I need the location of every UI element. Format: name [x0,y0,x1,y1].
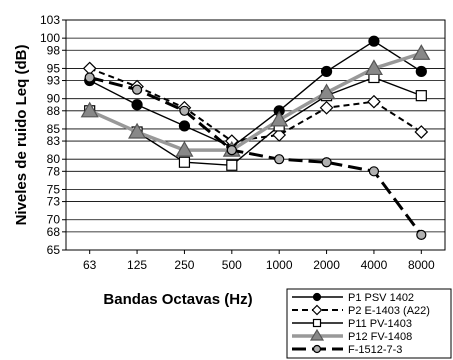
legend-label: P2 E-1403 (A22) [348,305,430,317]
y-tick-label: 90 [47,92,61,106]
legend-item: P1 PSV 1402 [292,292,414,304]
y-tick-label: 78 [47,164,61,178]
y-tick-label: 93 [47,74,61,88]
chart-series [80,35,431,240]
data-point [84,72,95,83]
y-tick-label: 75 [47,182,61,196]
series-group [84,72,427,240]
data-point [274,154,285,165]
x-tick-label: 1000 [266,258,293,272]
data-point [415,90,427,102]
data-point [226,159,238,171]
data-point [312,344,322,354]
plot-area [65,19,446,251]
legend-item: P11 PV-1403 [292,318,412,330]
data-point [131,99,143,111]
data-point [178,120,191,132]
y-tick-label: 68 [47,225,61,239]
series-line [89,76,423,236]
series-line [89,40,422,148]
legend-label: P12 FV-1408 [348,331,412,343]
data-point [364,59,383,76]
data-point [415,65,427,78]
y-tick-label: 80 [47,152,61,166]
legend-item: P2 E-1403 (A22) [292,304,430,317]
x-tick-label: 125 [127,258,147,272]
legend-label: P1 PSV 1402 [348,292,414,304]
x-tick-label: 63 [83,258,97,272]
data-point [226,145,237,156]
data-point [178,156,191,168]
data-point [179,105,190,116]
x-axis-title: Bandas Octavas (Hz) [103,291,252,308]
legend-item: F-1512-7-3 [292,344,402,356]
y-tick-label: 83 [47,134,61,148]
data-point [367,94,381,109]
y-axis-title: Niveles de ruido Leq (dB) [13,45,30,226]
series-line [89,67,422,143]
y-tick-label: 98 [47,43,61,57]
data-point [312,318,322,328]
y-tick-label: 100 [40,31,60,45]
y-tick-label: 88 [47,104,61,118]
legend-label: P11 PV-1403 [348,318,412,330]
data-point [414,125,429,139]
data-point [412,44,431,60]
data-point [416,229,427,240]
x-tick-label: 2000 [313,258,340,272]
x-tick-label: 4000 [361,258,388,272]
y-tick-label: 95 [47,61,61,75]
x-axis-ticks: 63 125 250 500 1000 2000 4000 8000 [83,250,435,272]
x-tick-label: 500 [222,258,242,272]
legend-label: F-1512-7-3 [348,344,402,356]
data-point [319,100,334,115]
data-point [270,110,289,127]
series-line [88,51,422,152]
data-point [131,84,143,95]
x-tick-label: 250 [174,258,194,272]
data-point [311,304,323,316]
data-point [317,83,336,100]
x-tick-label: 8000 [408,258,435,272]
data-point [321,157,332,168]
y-tick-label: 85 [47,122,61,136]
data-point [309,328,325,341]
y-tick-label: 103 [40,13,60,27]
y-tick-label: 70 [47,213,61,227]
data-point [368,35,380,47]
data-point [80,101,99,118]
y-tick-label: 73 [47,195,61,209]
y-tick-label: 65 [47,243,61,257]
data-point [272,128,287,142]
data-point [175,140,194,157]
data-point [320,65,333,78]
data-point [128,122,147,139]
data-point [368,166,380,177]
chart-gridlines [66,19,445,251]
data-point [312,292,322,302]
legend-item: P12 FV-1408 [292,328,412,343]
